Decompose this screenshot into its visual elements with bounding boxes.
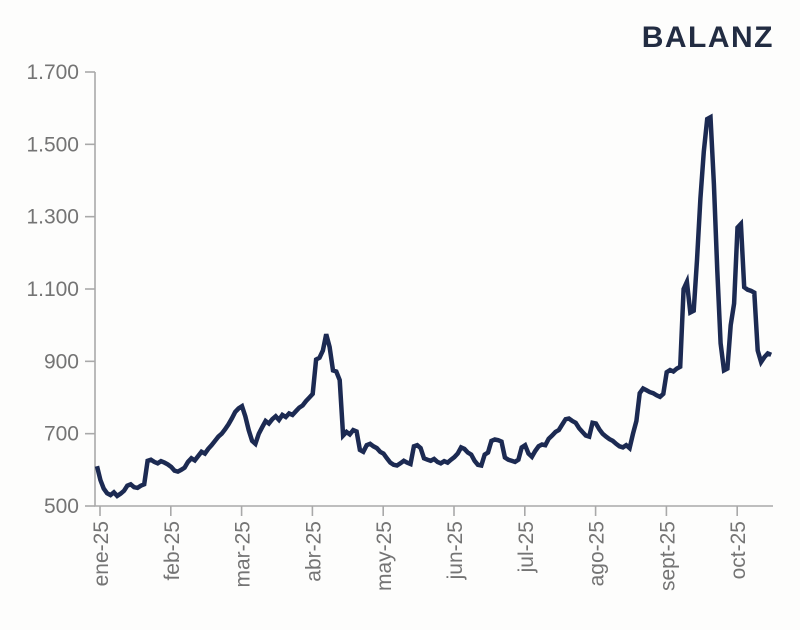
x-tick-label: ago-25 bbox=[586, 521, 609, 586]
x-tick-label: abr-25 bbox=[302, 521, 325, 582]
y-tick-label: 500 bbox=[44, 495, 79, 518]
x-tick-label: ene-25 bbox=[90, 521, 113, 586]
y-tick-label: 900 bbox=[44, 350, 79, 373]
y-tick-label: 1.700 bbox=[26, 61, 79, 84]
axes bbox=[94, 72, 773, 507]
x-tick-label: sept-25 bbox=[656, 521, 679, 591]
price-line bbox=[94, 113, 773, 499]
y-tick-label: 700 bbox=[44, 423, 79, 446]
x-tick-label: may-25 bbox=[373, 521, 396, 591]
y-tick-label: 1.100 bbox=[26, 278, 79, 301]
x-tick-label: jun-25 bbox=[444, 521, 467, 580]
x-tick-label: mar-25 bbox=[232, 521, 255, 588]
x-tick-label: oct-25 bbox=[727, 521, 750, 579]
x-tick-label: feb-25 bbox=[161, 521, 184, 581]
balanz-logo: BALANZ bbox=[641, 21, 774, 54]
x-tick-label: jul-25 bbox=[515, 521, 538, 573]
y-tick-label: 1.300 bbox=[26, 206, 79, 229]
y-tick-label: 1.500 bbox=[26, 133, 79, 156]
